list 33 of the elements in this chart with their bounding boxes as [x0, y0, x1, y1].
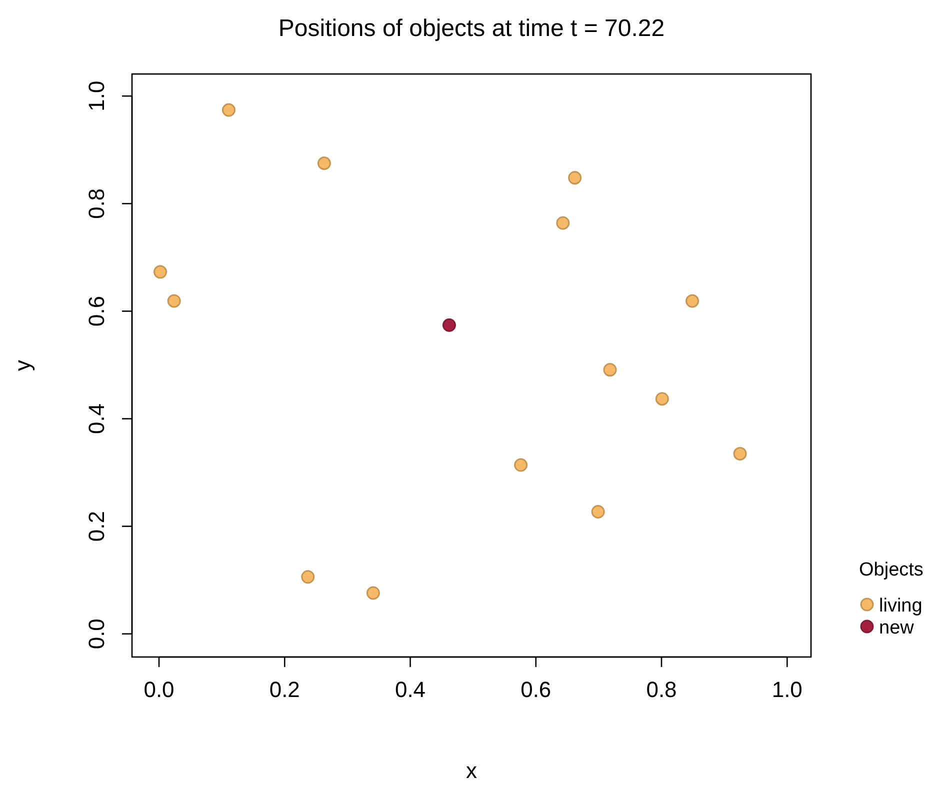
point [317, 156, 331, 170]
y-axis-title: y [10, 360, 35, 371]
x-tick-label: 0.2 [269, 677, 300, 702]
y-tick-label: 1.0 [84, 80, 109, 112]
point [154, 265, 168, 279]
x-tick-label: 0.4 [394, 677, 426, 702]
point [514, 458, 528, 472]
point [556, 216, 570, 230]
x-tick-label: 1.0 [772, 677, 802, 702]
x-tick-label: 0.0 [144, 677, 174, 702]
legend-title: Objects [859, 560, 924, 580]
point [301, 570, 315, 584]
y-tick-label: 0.6 [84, 296, 109, 326]
x-tick-label: 0.6 [520, 677, 552, 702]
chart-title: Positions of objects at time t = 70.22 [278, 15, 665, 42]
point [222, 103, 236, 117]
x-tick-label: 0.8 [646, 677, 677, 702]
y-tick-label: 0.0 [84, 618, 109, 650]
y-tick-label: 0.8 [84, 188, 109, 219]
legend-label: living [879, 596, 922, 616]
point [591, 505, 605, 519]
legend-label: new [879, 618, 914, 638]
point [686, 294, 700, 308]
y-tick-label: 0.4 [84, 403, 109, 434]
point [733, 446, 747, 460]
point [655, 392, 669, 406]
point [366, 586, 380, 600]
x-axis-title: x [466, 758, 477, 783]
y-tick-label: 0.2 [84, 511, 109, 542]
point [442, 318, 456, 332]
point [603, 363, 617, 377]
point [568, 171, 582, 185]
point [167, 294, 181, 308]
